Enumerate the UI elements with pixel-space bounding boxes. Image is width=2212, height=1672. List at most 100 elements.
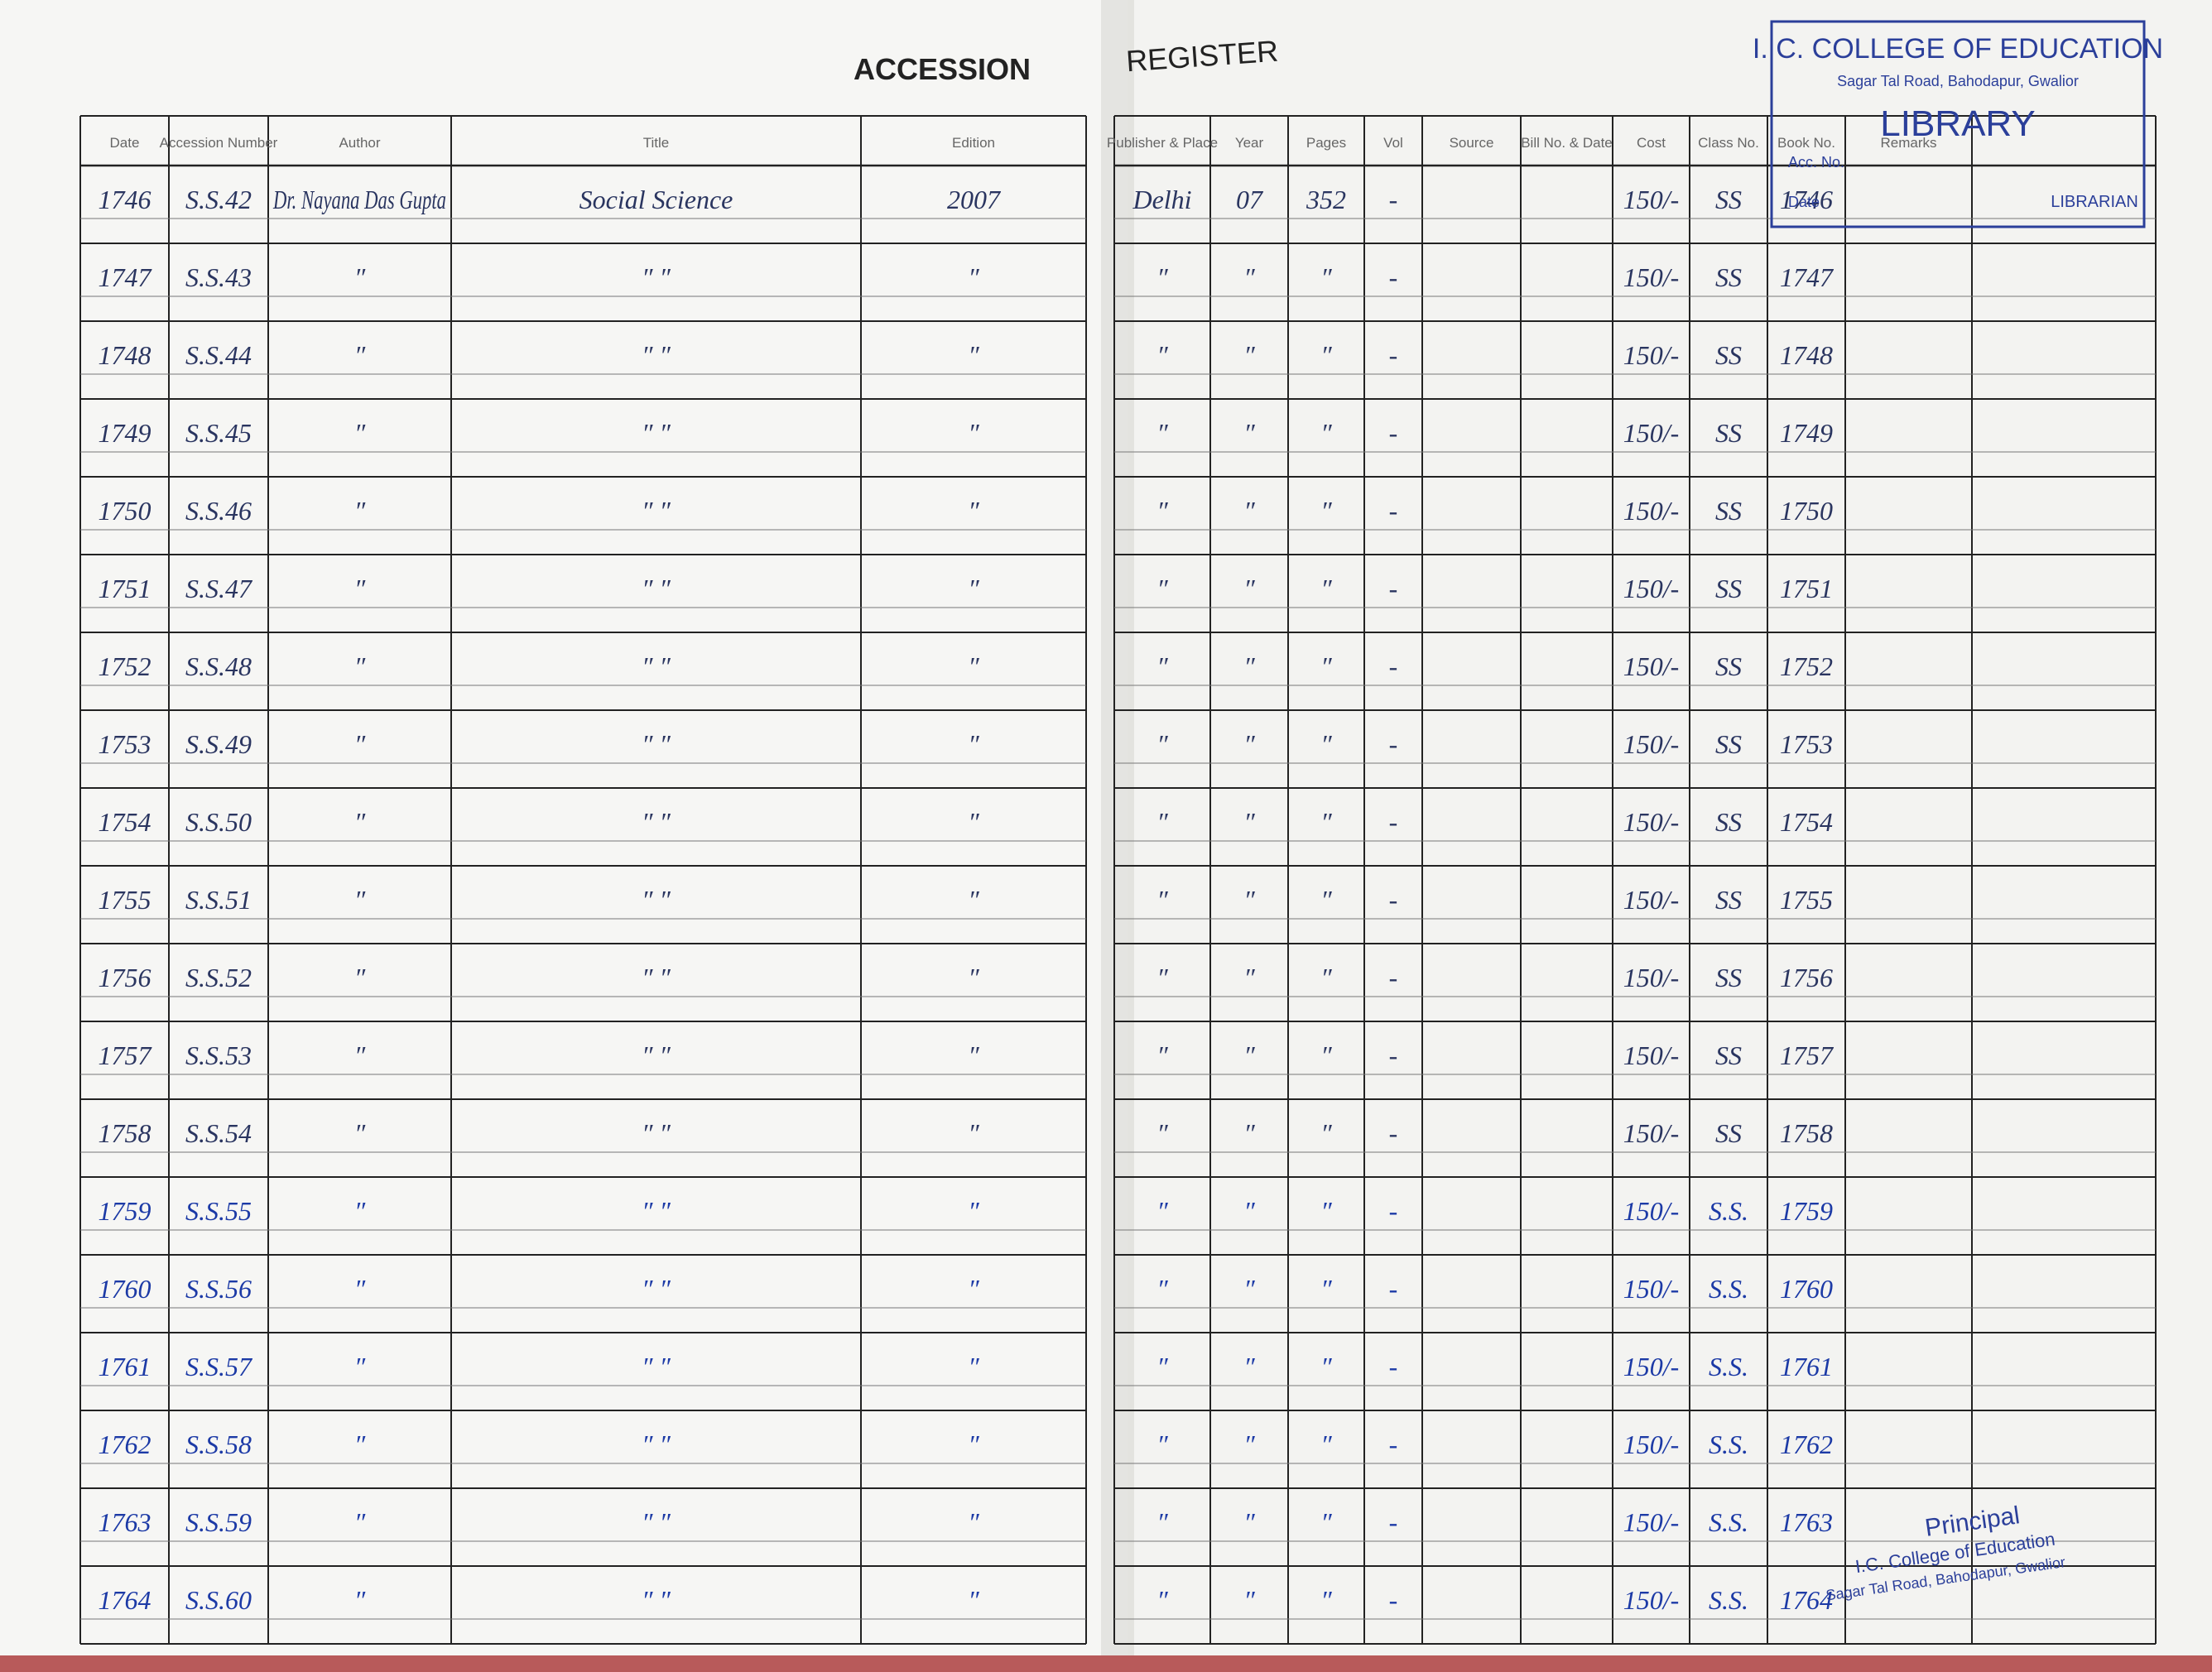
cell: 1757 xyxy=(1780,1040,1835,1070)
cell: ″ xyxy=(1320,1352,1332,1381)
cell: ″ xyxy=(968,1040,979,1070)
cell: ″ xyxy=(1156,1118,1168,1148)
cell: 1761 xyxy=(1780,1352,1833,1381)
cell: Social Science xyxy=(579,185,733,214)
cell: ″ xyxy=(1320,1274,1332,1304)
cell: 150/- xyxy=(1623,807,1680,837)
cell: ″ xyxy=(1243,1585,1255,1615)
cell: ″ xyxy=(354,496,366,526)
cell: 150/- xyxy=(1623,1507,1680,1537)
cell: ″ ″ xyxy=(642,807,671,837)
cell: 150/- xyxy=(1623,574,1680,603)
cell: ″ xyxy=(1320,1429,1332,1459)
cell: - xyxy=(1389,574,1398,603)
cell: ″ xyxy=(1243,729,1255,759)
cell: 1762 xyxy=(99,1429,151,1459)
cell: 1758 xyxy=(99,1118,151,1148)
cell: ″ xyxy=(354,729,366,759)
principal-seal: Principal I.C. College of Education Saga… xyxy=(1825,1501,2066,1603)
cell: - xyxy=(1389,651,1398,681)
column-header: Author xyxy=(339,135,380,151)
cell: ″ xyxy=(1156,885,1168,915)
cell: - xyxy=(1389,1429,1398,1459)
stamp-college: I. C. COLLEGE OF EDUCATION xyxy=(1753,33,2163,65)
table-edge xyxy=(0,1655,2212,1672)
right-page xyxy=(1128,0,2212,1655)
cell: ″ xyxy=(1320,496,1332,526)
cell: 1753 xyxy=(99,729,151,759)
cell: 1750 xyxy=(1780,496,1833,526)
cell: S.S. xyxy=(1709,1274,1748,1304)
cell: ″ xyxy=(1243,651,1255,681)
stamp-address: Sagar Tal Road, Bahodapur, Gwalior xyxy=(1837,73,2079,89)
cell: ″ xyxy=(968,1274,979,1304)
stamp-date-label: Date xyxy=(1788,194,1820,210)
cell: ″ xyxy=(1320,963,1332,992)
cell: - xyxy=(1389,418,1398,448)
cell: ″ ″ xyxy=(642,885,671,915)
cell: 1759 xyxy=(99,1196,151,1226)
cell: - xyxy=(1389,1118,1398,1148)
cell: S.S.57 xyxy=(185,1352,253,1381)
cell: - xyxy=(1389,1352,1398,1381)
cell: ″ xyxy=(354,1429,366,1459)
cell: S.S.42 xyxy=(185,185,252,214)
cell: ″ xyxy=(968,1118,979,1148)
stamp-library: LIBRARY xyxy=(1880,103,2036,144)
cell: ″ xyxy=(1320,651,1332,681)
cell: 1756 xyxy=(1780,963,1833,992)
cell: ″ xyxy=(1156,1429,1168,1459)
cell: ″ xyxy=(968,729,979,759)
cell: ″ xyxy=(1243,1118,1255,1148)
cell: ″ xyxy=(1320,418,1332,448)
cell: SS xyxy=(1715,885,1742,915)
cell: 150/- xyxy=(1623,651,1680,681)
cell: S.S.56 xyxy=(185,1274,252,1304)
cell: ″ xyxy=(968,418,979,448)
cell: ″ ″ xyxy=(642,651,671,681)
cell: ″ xyxy=(1156,651,1168,681)
cell: 150/- xyxy=(1623,340,1680,370)
column-header: Class No. xyxy=(1698,135,1759,151)
stamp-librarian: LIBRARIAN xyxy=(2051,193,2138,211)
cell: 150/- xyxy=(1623,496,1680,526)
cell: 1749 xyxy=(99,418,151,448)
cell: ″ ″ xyxy=(642,1507,671,1537)
cell: SS xyxy=(1715,651,1742,681)
cell: ″ xyxy=(1243,1040,1255,1070)
cell: 1760 xyxy=(99,1274,151,1304)
cell: ″ xyxy=(968,963,979,992)
cell: ″ xyxy=(1320,262,1332,292)
cell: 1751 xyxy=(1780,574,1833,603)
cell: ″ ″ xyxy=(642,1196,671,1226)
cell: ″ xyxy=(1320,1585,1332,1615)
cell: ″ xyxy=(968,651,979,681)
cell: S.S.59 xyxy=(185,1507,252,1537)
cell: - xyxy=(1389,496,1398,526)
column-header: Year xyxy=(1235,135,1264,151)
cell: 1763 xyxy=(99,1507,151,1537)
cell: ″ xyxy=(1156,963,1168,992)
cell: - xyxy=(1389,963,1398,992)
cell: ″ xyxy=(1156,1352,1168,1381)
cell: - xyxy=(1389,262,1398,292)
cell: ″ xyxy=(354,418,366,448)
cell: SS xyxy=(1715,185,1742,214)
cell: ″ xyxy=(968,340,979,370)
cell: S.S.58 xyxy=(185,1429,252,1459)
cell: S.S. xyxy=(1709,1352,1748,1381)
cell: SS xyxy=(1715,418,1742,448)
cell: ″ xyxy=(1320,340,1332,370)
library-stamp: I. C. COLLEGE OF EDUCATION Sagar Tal Roa… xyxy=(1753,20,2163,228)
gutter xyxy=(1101,0,1134,1672)
cell: ″ xyxy=(354,963,366,992)
cell: 1747 xyxy=(1780,262,1835,292)
cell: 1758 xyxy=(1780,1118,1833,1148)
cell: ″ xyxy=(354,262,366,292)
column-header: Publisher & Place xyxy=(1107,135,1218,151)
cell: ″ xyxy=(1320,807,1332,837)
cell: 07 xyxy=(1236,185,1264,214)
cell: S.S. xyxy=(1709,1507,1748,1537)
cell: ″ xyxy=(968,1429,979,1459)
